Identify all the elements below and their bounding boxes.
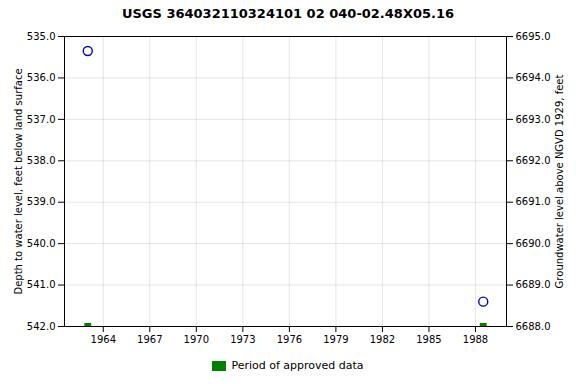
svg-text:536.0: 536.0: [27, 72, 56, 83]
svg-text:542.0: 542.0: [27, 321, 56, 332]
svg-text:Depth to water level, feet bel: Depth to water level, feet below land su…: [13, 68, 24, 294]
svg-text:6690.0: 6690.0: [516, 238, 551, 249]
svg-text:1970: 1970: [184, 334, 209, 345]
svg-text:6689.0: 6689.0: [516, 279, 551, 290]
svg-text:Groundwater level above NGVD 1: Groundwater level above NGVD 1929, feet: [554, 75, 565, 289]
svg-text:1982: 1982: [370, 334, 395, 345]
svg-text:6691.0: 6691.0: [516, 196, 551, 207]
svg-text:540.0: 540.0: [27, 238, 56, 249]
svg-text:541.0: 541.0: [27, 279, 56, 290]
html-text:Period of approved data: Period of approved data: [231, 358, 364, 372]
svg-text:1964: 1964: [91, 334, 116, 345]
svg-text:6688.0: 6688.0: [516, 321, 551, 332]
svg-text:6694.0: 6694.0: [516, 72, 551, 83]
svg-text:535.0: 535.0: [27, 31, 56, 42]
svg-text:1967: 1967: [137, 334, 162, 345]
html-text:USGS 364032110324101 02 040-02: USGS 364032110324101 02 040-02.48X05.16: [121, 6, 454, 21]
svg-text:1976: 1976: [277, 334, 302, 345]
svg-text:6692.0: 6692.0: [516, 155, 551, 166]
svg-text:1988: 1988: [463, 334, 488, 345]
svg-text:1973: 1973: [230, 334, 255, 345]
svg-text:6695.0: 6695.0: [516, 31, 551, 42]
svg-text:1985: 1985: [416, 334, 441, 345]
svg-text:537.0: 537.0: [27, 114, 56, 125]
svg-text:538.0: 538.0: [27, 155, 56, 166]
svg-text:539.0: 539.0: [27, 196, 56, 207]
svg-text:6693.0: 6693.0: [516, 114, 551, 125]
svg-text:1979: 1979: [323, 334, 348, 345]
